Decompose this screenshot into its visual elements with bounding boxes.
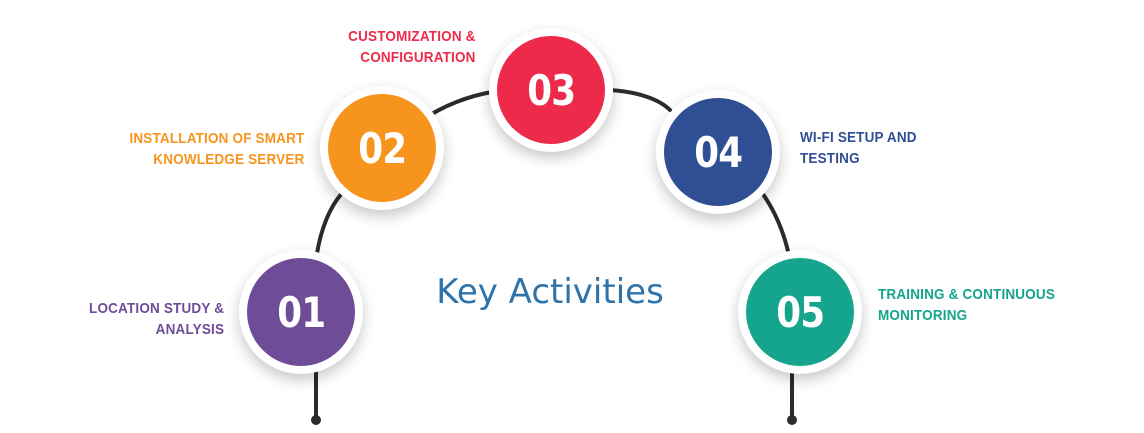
step-03-disc: 03	[497, 36, 605, 144]
step-05-disc: 05	[746, 258, 854, 366]
step-04-label-line-1: WI-FI SETUP AND	[800, 129, 917, 146]
step-03-label-line-1: CUSTOMIZATION &	[348, 28, 476, 45]
step-03-number: 03	[526, 65, 576, 115]
step-02-circle: 02	[320, 86, 444, 210]
step-05-label: TRAINING & CONTINUOUS MONITORING	[878, 284, 1055, 326]
arc-end-dot-left	[311, 415, 321, 425]
step-04-label: WI-FI SETUP AND TESTING	[800, 127, 917, 169]
step-02-number: 02	[357, 123, 407, 173]
step-01-label-line-2: ANALYSIS	[155, 321, 224, 338]
step-05-circle: 05	[738, 250, 862, 374]
step-02-label: INSTALLATION OF SMART KNOWLEDGE SERVER	[129, 128, 304, 170]
step-04-circle: 04	[656, 90, 780, 214]
step-03-label: CUSTOMIZATION & CONFIGURATION	[349, 26, 476, 68]
step-01-disc: 01	[247, 258, 355, 366]
step-02-disc: 02	[328, 94, 436, 202]
arc-end-dot-right	[787, 415, 797, 425]
step-05-number: 05	[775, 287, 825, 337]
step-04-label-line-2: TESTING	[800, 150, 860, 167]
step-05-label-line-1: TRAINING & CONTINUOUS	[878, 286, 1056, 303]
step-02-label-line-1: INSTALLATION OF SMART	[128, 130, 304, 147]
step-02-label-line-2: KNOWLEDGE SERVER	[152, 151, 304, 168]
arc-path	[314, 88, 794, 422]
step-01-circle: 01	[239, 250, 363, 374]
step-01-label: LOCATION STUDY & ANALYSIS	[89, 298, 224, 340]
step-03-circle: 03	[489, 28, 613, 152]
step-04-number: 04	[693, 127, 743, 177]
diagram-title: Key Activities	[436, 272, 664, 312]
step-03-label-line-2: CONFIGURATION	[360, 49, 476, 66]
step-01-number: 01	[276, 287, 326, 337]
step-05-label-line-2: MONITORING	[878, 307, 968, 324]
step-01-label-line-1: LOCATION STUDY &	[88, 300, 224, 317]
step-04-disc: 04	[664, 98, 772, 206]
